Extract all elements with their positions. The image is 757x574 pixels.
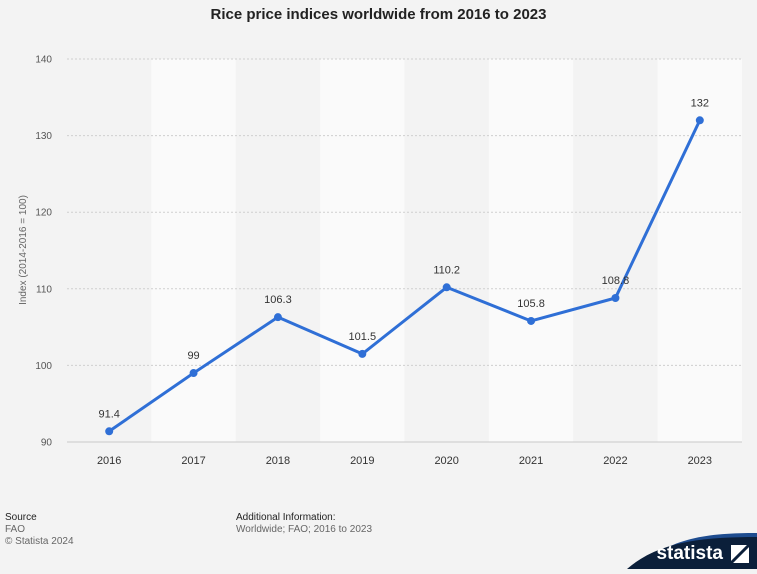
additional-info-block: Additional Information: Worldwide; FAO; … [236, 512, 372, 536]
data-labels: 91.4 99 106.3 101.5 110.2 105.8 108.8 132 [98, 97, 709, 420]
data-point[interactable] [527, 316, 536, 325]
chart-title: Rice price indices worldwide from 2016 t… [210, 6, 547, 23]
column-band [151, 59, 236, 442]
data-point[interactable] [105, 427, 114, 436]
source-heading: Source [5, 512, 37, 523]
x-tick-label: 2021 [519, 455, 543, 467]
column-band [488, 59, 574, 442]
x-tick-label: 2023 [688, 455, 712, 467]
data-label: 106.3 [264, 294, 292, 306]
source-block: Source FAO © Statista 2024 [5, 512, 74, 548]
x-tick-label: 2022 [603, 455, 627, 467]
data-label: 105.8 [517, 298, 545, 310]
data-point[interactable] [273, 313, 282, 322]
data-point[interactable] [695, 116, 704, 125]
column-bands [67, 59, 742, 442]
gridlines [67, 58, 742, 443]
y-tick-label: 110 [36, 284, 52, 295]
column-band [235, 59, 321, 442]
data-label: 101.5 [349, 331, 377, 343]
y-tick-label: 120 [35, 208, 52, 219]
data-label: 132 [691, 97, 709, 109]
source-name[interactable]: FAO [5, 524, 26, 535]
data-point[interactable] [189, 369, 198, 378]
data-label: 108.8 [602, 275, 630, 287]
data-label: 91.4 [98, 408, 119, 420]
y-tick-label: 100 [35, 361, 52, 372]
y-axis-label: Index (2014-2016 = 100) [18, 195, 29, 305]
x-tick-label: 2017 [181, 455, 205, 467]
y-tick-label: 130 [35, 131, 52, 142]
y-tick-label: 140 [35, 55, 52, 66]
statista-logo[interactable]: statista [619, 533, 757, 569]
column-band [320, 59, 405, 442]
column-band [573, 59, 658, 442]
brand-name: statista [656, 543, 723, 564]
logo-background [627, 533, 757, 569]
column-band [67, 59, 152, 442]
y-tick-label: 90 [41, 438, 53, 449]
data-point[interactable] [358, 349, 367, 358]
x-tick-label: 2019 [350, 455, 374, 467]
y-axis-ticks: 90 100 110 120 130 140 [35, 55, 52, 449]
data-label: 99 [187, 350, 199, 362]
column-band [404, 59, 489, 442]
data-label: 110.2 [433, 264, 460, 276]
data-points [105, 116, 704, 436]
x-axis-ticks: 2016 2017 2018 2019 2020 2021 2022 2023 [97, 455, 712, 467]
x-tick-label: 2020 [434, 455, 458, 467]
additional-info-text: Worldwide; FAO; 2016 to 2023 [236, 524, 373, 535]
data-point[interactable] [611, 293, 620, 302]
copyright: © Statista 2024 [5, 536, 74, 547]
data-point[interactable] [442, 283, 451, 292]
additional-info-heading: Additional Information: [236, 512, 336, 523]
series-line [107, 118, 702, 433]
x-tick-label: 2018 [266, 455, 290, 467]
x-tick-label: 2016 [97, 455, 121, 467]
